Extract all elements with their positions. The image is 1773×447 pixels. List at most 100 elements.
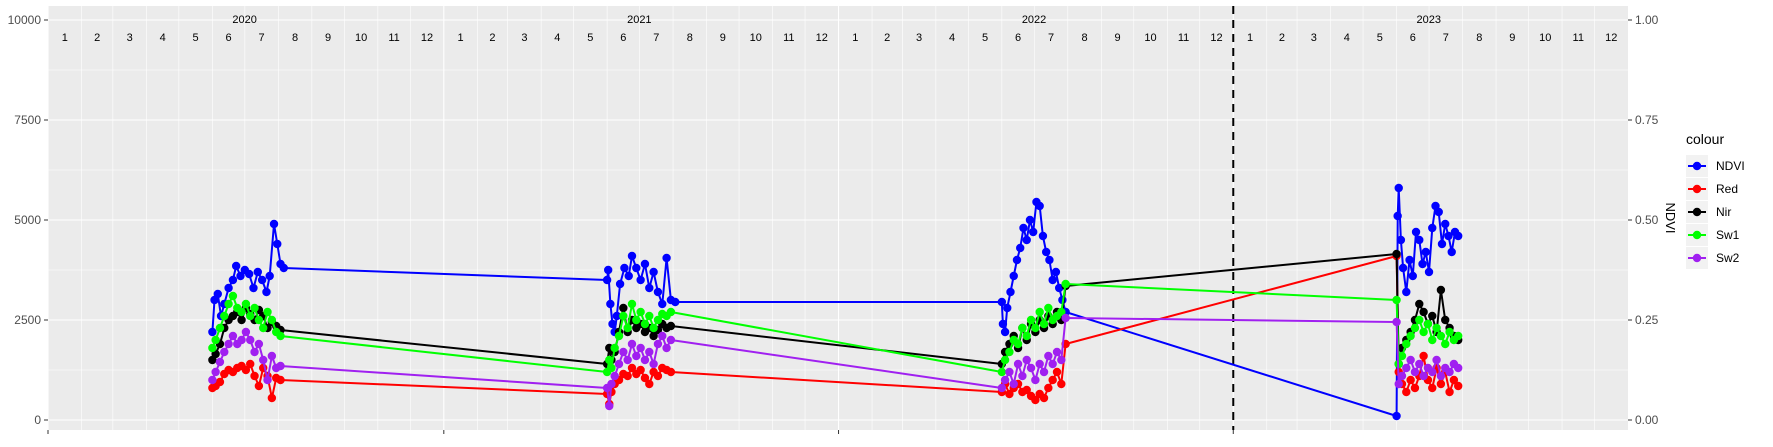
data-point-ndvi	[1392, 411, 1401, 421]
data-point-ndvi	[1048, 275, 1057, 285]
data-point-sw1	[619, 311, 628, 321]
month-label: 3	[521, 32, 527, 44]
data-point-sw1	[1397, 351, 1407, 361]
data-point-sw1	[211, 335, 220, 345]
data-point-ndvi	[1411, 227, 1421, 237]
month-label: 2	[1279, 32, 1285, 44]
month-label: 2	[94, 32, 100, 44]
data-point-red	[254, 381, 264, 391]
legend-title: colour	[1686, 131, 1724, 147]
data-point-sw2	[1402, 363, 1411, 373]
month-label: 8	[1082, 32, 1088, 44]
month-label: 11	[783, 32, 794, 44]
data-point-nir	[1436, 285, 1446, 295]
month-label: 6	[1015, 32, 1021, 44]
y-right-tick-label: 0.50	[1635, 213, 1659, 227]
data-point-sw1	[605, 355, 614, 365]
data-point-ndvi	[208, 327, 217, 337]
data-point-sw2	[254, 339, 264, 349]
month-label: 3	[916, 32, 922, 44]
data-point-sw1	[640, 319, 650, 329]
data-point-sw2	[246, 335, 255, 345]
data-point-sw1	[1441, 339, 1450, 349]
data-point-ndvi	[997, 297, 1007, 307]
month-label: 3	[1311, 32, 1317, 44]
month-label: 4	[554, 32, 560, 44]
data-point-sw1	[627, 299, 637, 309]
legend-label-red: Red	[1716, 182, 1738, 196]
data-point-red	[1022, 385, 1031, 395]
month-label: 4	[949, 32, 955, 44]
data-point-nir	[237, 315, 246, 325]
data-point-sw2	[1061, 313, 1070, 323]
data-point-sw2	[1009, 379, 1018, 389]
data-point-sw1	[1013, 339, 1023, 349]
data-point-sw2	[259, 355, 268, 365]
data-point-red	[1044, 383, 1053, 393]
data-point-sw1	[1436, 331, 1446, 341]
data-point-red	[1419, 351, 1428, 361]
data-point-ndvi	[228, 275, 238, 285]
data-point-ndvi	[1408, 271, 1417, 281]
data-point-sw1	[208, 343, 217, 353]
data-point-sw1	[1415, 315, 1424, 325]
data-point-ndvi	[1009, 271, 1018, 281]
data-point-nir	[649, 331, 658, 341]
data-point-red	[1057, 379, 1066, 389]
month-label: 2	[884, 32, 890, 44]
y-left-tick-label: 5000	[14, 213, 41, 227]
data-point-sw2	[1022, 355, 1031, 365]
data-point-ndvi	[653, 287, 663, 297]
data-point-red	[1449, 375, 1459, 385]
data-point-ndvi	[1421, 247, 1430, 257]
month-label: 2	[489, 32, 495, 44]
data-point-red	[1031, 395, 1040, 405]
data-point-sw1	[254, 315, 264, 325]
data-point-ndvi	[1398, 263, 1408, 273]
data-point-sw1	[1057, 307, 1066, 317]
data-point-sw2	[1005, 367, 1014, 377]
data-point-ndvi	[1029, 227, 1038, 237]
month-label: 8	[1476, 32, 1482, 44]
data-point-ndvi	[236, 271, 245, 281]
month-label: 10	[1144, 32, 1156, 44]
data-point-ndvi	[1045, 255, 1054, 265]
data-point-sw1	[1005, 347, 1014, 357]
data-point-sw2	[610, 371, 619, 381]
data-point-sw2	[1044, 351, 1053, 361]
data-point-ndvi	[603, 265, 613, 275]
data-point-sw1	[241, 299, 251, 309]
data-point-ndvi	[1418, 259, 1427, 269]
data-point-ndvi	[658, 299, 667, 309]
data-point-sw1	[614, 331, 624, 341]
y-left-tick-label: 0	[34, 413, 41, 427]
data-point-red	[666, 367, 676, 377]
legend-label-nir: Nir	[1716, 205, 1731, 219]
data-point-ndvi	[1396, 235, 1406, 245]
y-right-tick-label: 0.75	[1635, 113, 1659, 127]
data-point-red	[640, 373, 650, 383]
data-point-sw2	[1039, 367, 1049, 377]
data-point-sw1	[215, 323, 225, 333]
data-point-sw2	[614, 359, 624, 369]
data-point-sw2	[237, 335, 246, 345]
data-point-sw2	[1057, 355, 1066, 365]
data-point-ndvi	[273, 239, 282, 249]
data-point-sw1	[1445, 327, 1454, 337]
data-point-sw2	[627, 339, 637, 349]
month-label: 9	[720, 32, 726, 44]
data-point-red	[246, 359, 255, 369]
data-point-red	[1436, 379, 1446, 389]
data-point-sw2	[666, 335, 676, 345]
legend-label-ndvi: NDVI	[1716, 159, 1745, 173]
data-point-sw1	[666, 307, 676, 317]
data-point-ndvi	[1035, 201, 1044, 211]
month-label: 5	[193, 32, 199, 44]
month-label: 12	[816, 32, 828, 44]
data-point-ndvi	[612, 311, 622, 321]
data-point-ndvi	[1003, 303, 1012, 313]
data-point-ndvi	[624, 271, 633, 281]
data-point-ndvi	[1025, 215, 1035, 225]
data-point-sw2	[1031, 375, 1040, 385]
